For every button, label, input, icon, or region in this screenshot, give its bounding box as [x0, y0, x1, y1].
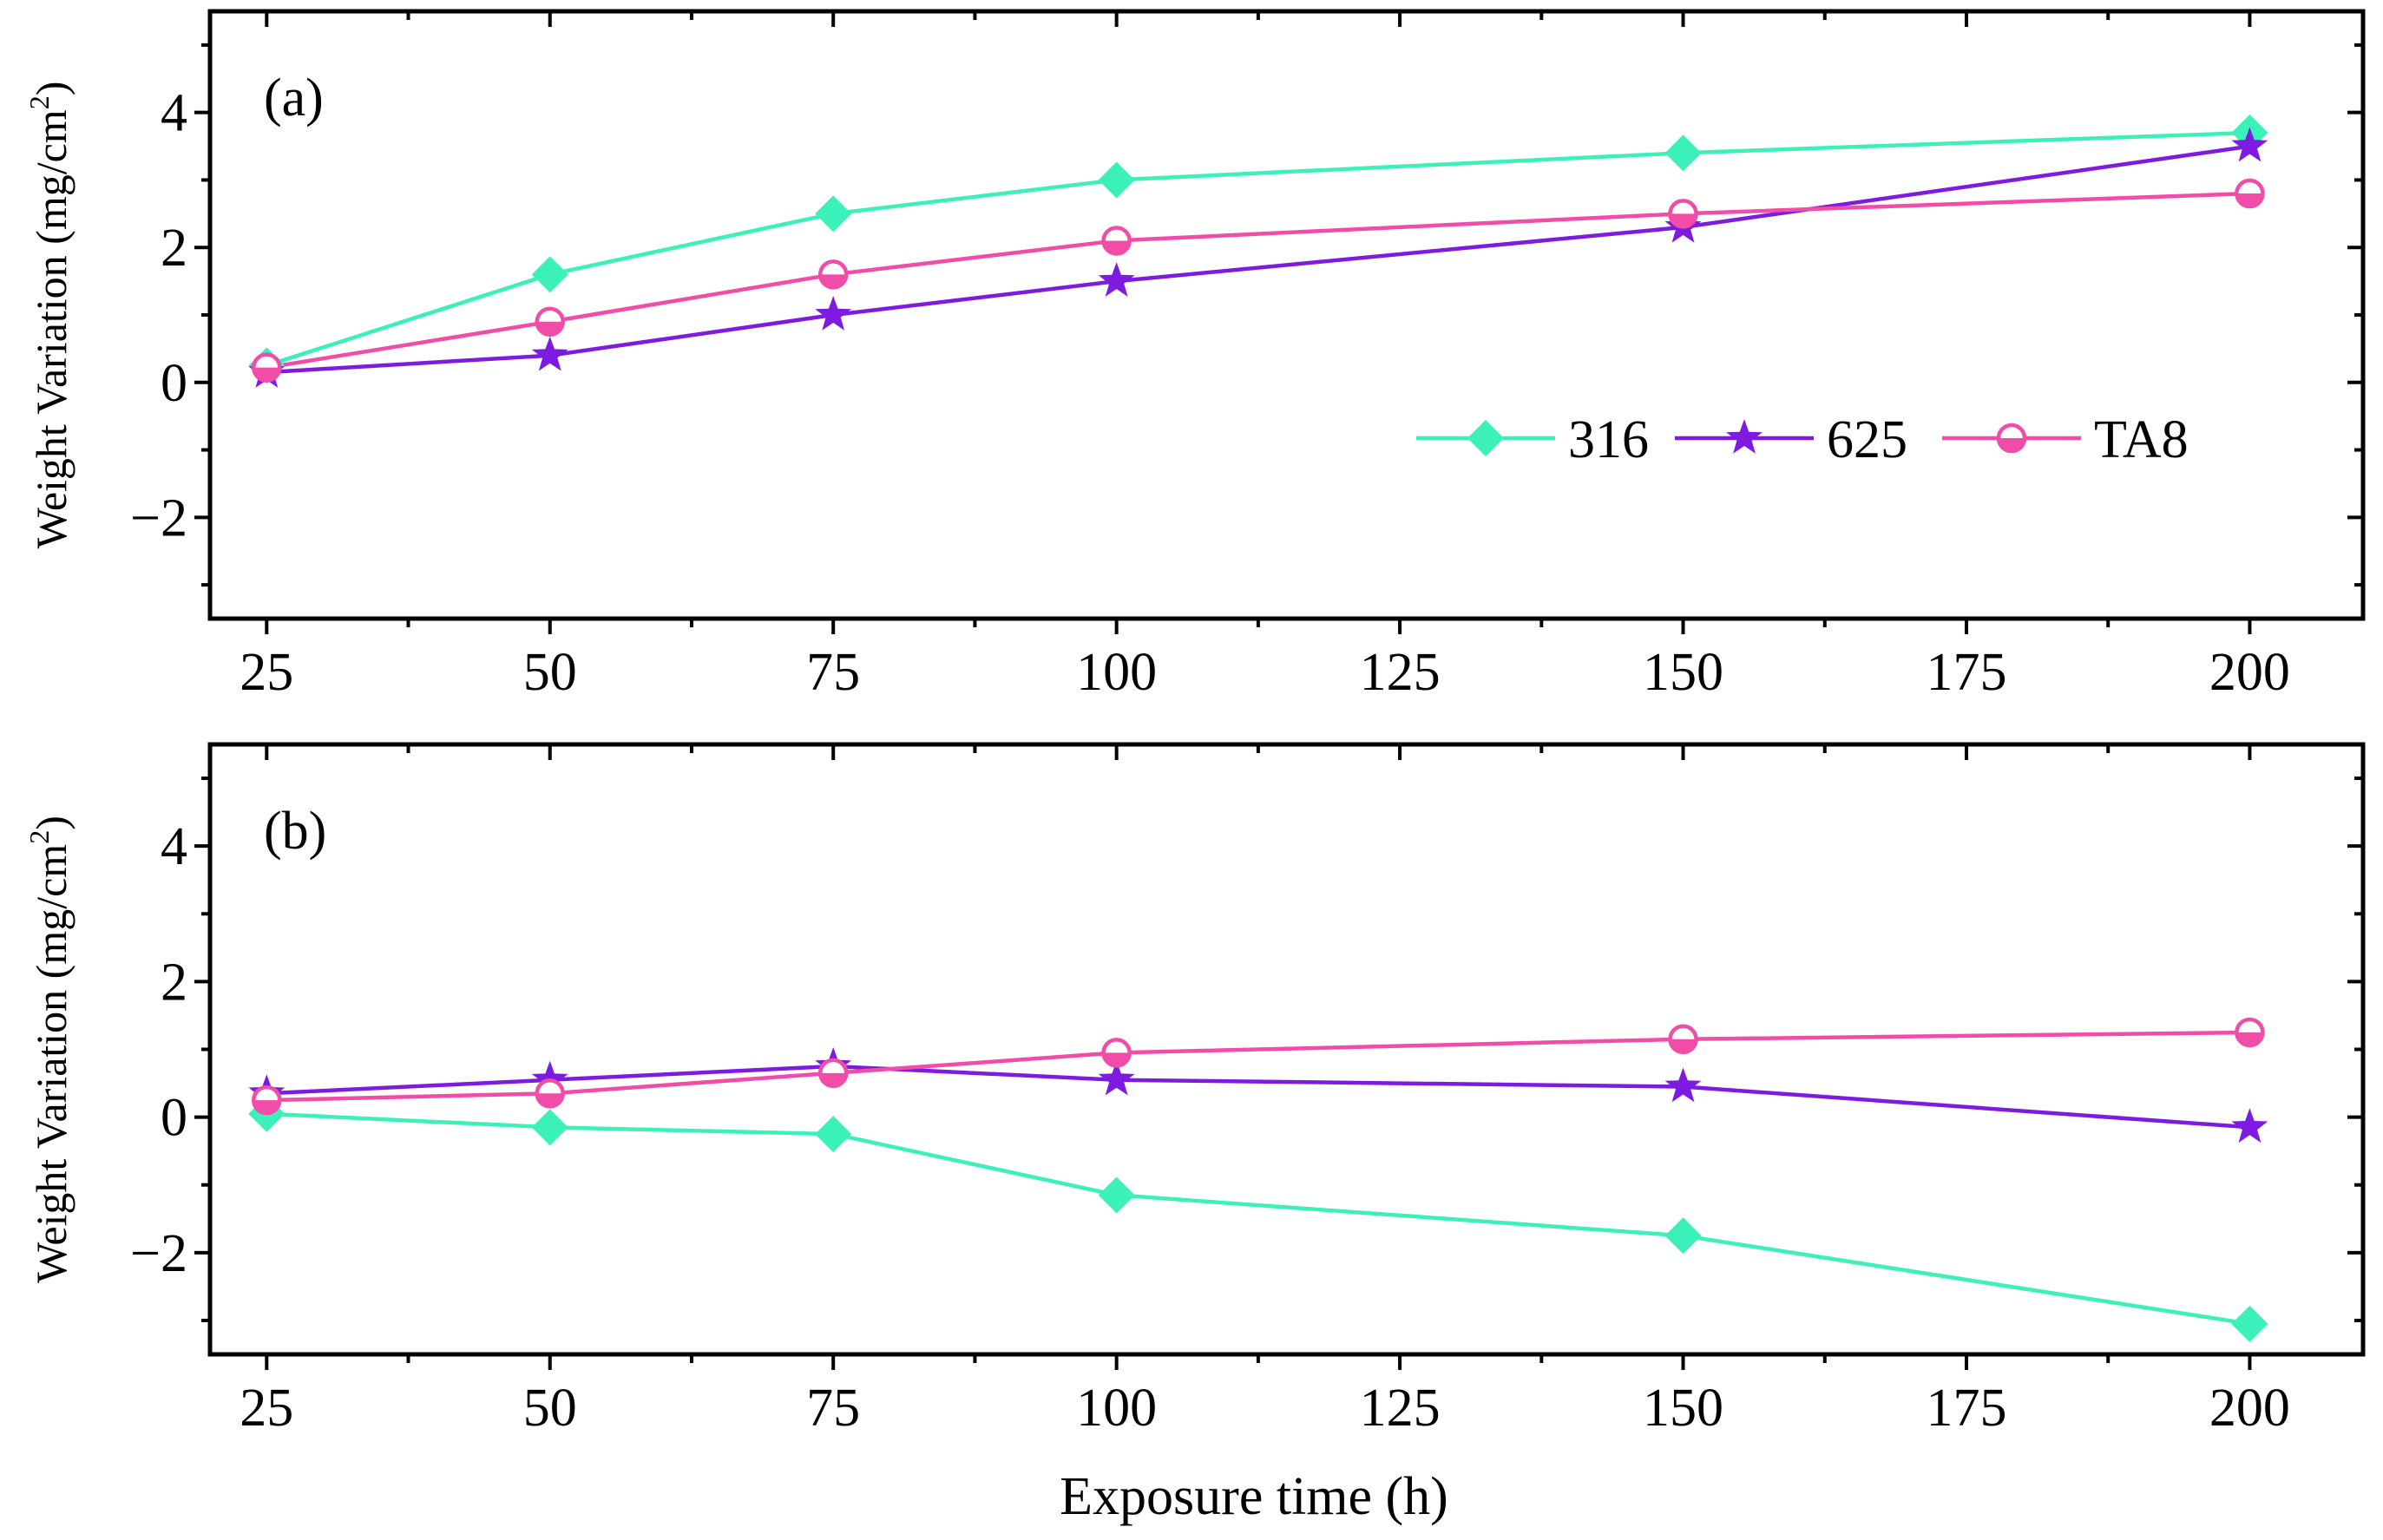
- series-line-TA8: [266, 1030, 2250, 1103]
- y-axis-title-text: Weight Variation (mg/cm: [27, 844, 75, 1283]
- data-point-316: [531, 1109, 568, 1146]
- x-tick-label: 125: [1360, 1379, 1441, 1438]
- data-point-TA8: [1668, 1024, 1698, 1055]
- x-tick-label: 175: [1926, 643, 2006, 702]
- legend: 316 625 TA8: [1416, 410, 2189, 469]
- legend-label-625: 625: [1827, 410, 1907, 469]
- legend-marker-625: [1726, 419, 1763, 454]
- legend-marker-TA8: [1996, 423, 2027, 454]
- x-tick-label: 25: [240, 643, 293, 702]
- data-point-316: [1664, 134, 1702, 172]
- x-tick-label: 125: [1360, 643, 1441, 702]
- y-tick-label: 2: [161, 953, 187, 1012]
- x-tick-label: 25: [240, 1379, 293, 1438]
- plot-frame: [207, 9, 2366, 621]
- series-line-625: [266, 144, 2250, 375]
- data-point-625: [815, 296, 852, 331]
- half-circle-marker-fill: [2236, 193, 2263, 207]
- data-point-316: [1664, 1217, 1702, 1255]
- legend-marker-316: [1467, 420, 1504, 456]
- x-tick-label: 200: [2209, 1379, 2290, 1438]
- data-point-625: [2231, 127, 2268, 162]
- data-point-TA8: [1668, 199, 1698, 229]
- half-circle-marker-fill: [1999, 438, 2025, 451]
- y-tick-label: 0: [161, 354, 187, 413]
- x-tick-label: 50: [523, 1379, 577, 1438]
- x-tick-label: 100: [1076, 1379, 1157, 1438]
- y-tick-label: 4: [161, 817, 187, 876]
- x-tick-label: 75: [806, 643, 860, 702]
- data-point-625: [2231, 1108, 2268, 1144]
- x-tick-label: 75: [806, 1379, 860, 1438]
- y-tick-label: 0: [161, 1089, 187, 1148]
- half-circle-marker-fill: [1670, 213, 1697, 227]
- panel-label: (a): [264, 69, 324, 128]
- x-tick-label: 150: [1643, 1379, 1723, 1438]
- data-point-316: [531, 256, 568, 293]
- half-circle-marker-fill: [536, 321, 563, 335]
- y-axis-title-text: Weight Variation (mg/cm: [27, 109, 75, 548]
- data-point-625: [1098, 1060, 1135, 1096]
- data-point-TA8: [2235, 1017, 2265, 1048]
- data-point-316: [1098, 1176, 1135, 1214]
- data-point-TA8: [1101, 226, 1132, 256]
- x-tick-label: 50: [523, 643, 577, 702]
- x-axis-title: Exposure time (h): [1060, 1467, 1448, 1526]
- panel-label: (b): [264, 802, 326, 861]
- y-axis-title-superscript: 2: [23, 95, 55, 109]
- data-point-625: [1098, 262, 1135, 297]
- data-point-316: [815, 195, 852, 233]
- data-point-625: [531, 1060, 568, 1096]
- data-point-TA8: [817, 259, 849, 290]
- half-circle-marker-fill: [820, 1072, 847, 1086]
- half-circle-marker-fill: [253, 1100, 280, 1114]
- half-circle-marker-fill: [820, 274, 847, 288]
- series-line-316: [266, 1111, 2250, 1327]
- half-circle-marker-fill: [1670, 1039, 1697, 1052]
- data-point-TA8: [1101, 1038, 1132, 1068]
- half-circle-marker-fill: [1103, 240, 1130, 254]
- data-point-625: [531, 336, 568, 371]
- y-axis-title: Weight Variation (mg/cm2): [23, 82, 75, 549]
- half-circle-marker-fill: [253, 367, 280, 381]
- x-tick-label: 150: [1643, 643, 1723, 702]
- y-axis-title: Weight Variation (mg/cm2): [23, 816, 75, 1283]
- legend-label-316: 316: [1568, 410, 1649, 469]
- data-point-TA8: [252, 352, 282, 383]
- y-tick-label: −2: [130, 1224, 187, 1283]
- y-tick-label: −2: [130, 488, 187, 547]
- data-point-TA8: [535, 306, 565, 337]
- data-point-TA8: [252, 1085, 282, 1116]
- x-tick-label: 100: [1076, 643, 1157, 702]
- half-circle-marker-fill: [1103, 1052, 1130, 1066]
- data-point-625: [1664, 1067, 1702, 1103]
- series-line-625: [266, 1064, 2250, 1130]
- data-point-316: [815, 1116, 852, 1153]
- y-axis-title-close: ): [27, 816, 75, 830]
- data-point-TA8: [535, 1078, 565, 1109]
- y-axis-title-close: ): [27, 82, 75, 96]
- y-tick-label: 2: [161, 219, 187, 278]
- data-point-TA8: [817, 1058, 849, 1089]
- panel-b: 25 50 75 100 125 150 175 200 −2 0 2 4 Weight Variati…: [23, 742, 2366, 1438]
- legend-label-TA8: TA8: [2094, 410, 2189, 469]
- data-point-316: [1098, 161, 1135, 199]
- y-tick-label: 4: [161, 84, 187, 143]
- data-point-316: [2231, 1305, 2268, 1342]
- series-line-316: [266, 130, 2250, 368]
- half-circle-marker-fill: [2236, 1032, 2263, 1045]
- series-line-TA8: [266, 191, 2250, 370]
- x-tick-label: 175: [1926, 1379, 2006, 1438]
- panel-a: 25 50 75 100 125 150 175 200 −2 0 2 4 Weight Variati…: [23, 9, 2366, 702]
- data-point-TA8: [2235, 178, 2265, 209]
- x-tick-label: 200: [2209, 643, 2290, 702]
- y-axis-title-superscript: 2: [23, 830, 55, 844]
- half-circle-marker-fill: [536, 1093, 563, 1107]
